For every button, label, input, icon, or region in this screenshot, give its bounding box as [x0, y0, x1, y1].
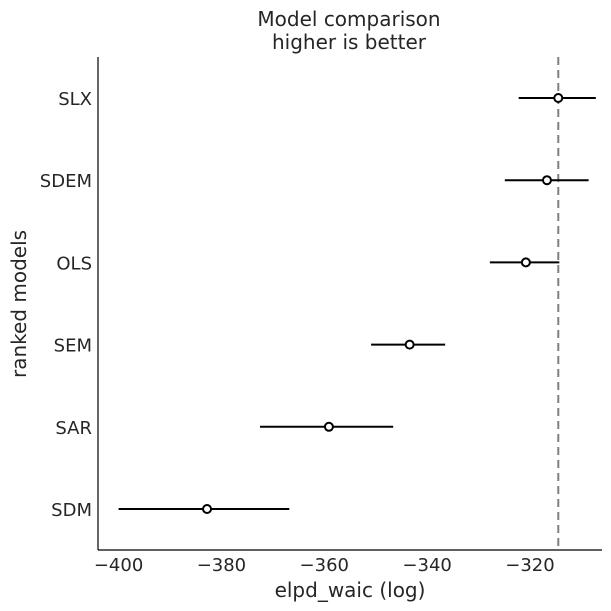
elpd-point — [202, 504, 213, 514]
model-label: SLX — [58, 89, 92, 110]
model-label: SDEM — [40, 171, 92, 192]
elpd-point — [541, 175, 552, 186]
chart-title-line-1: Model comparison — [257, 7, 440, 31]
x-tick-label: −400 — [94, 555, 143, 576]
model-label: SEM — [54, 336, 92, 357]
chart-title-line-2: higher is better — [272, 30, 427, 54]
plot-area: −400 −380 −360 −340 −320 SLX SDEM OLS SEM SAR SDM — [40, 57, 602, 576]
x-tick-label: −340 — [402, 555, 451, 576]
y-axis-label: ranked models — [7, 230, 31, 378]
x-axis-label: elpd_waic (log) — [275, 578, 426, 602]
x-tick-label: −360 — [300, 555, 349, 576]
x-tick-label: −380 — [197, 555, 246, 576]
x-tick-label: −320 — [505, 555, 554, 576]
model-label: OLS — [56, 253, 92, 274]
elpd-point — [323, 421, 334, 432]
elpd-point — [553, 93, 564, 103]
elpd-point — [520, 257, 531, 268]
elpd-point — [404, 339, 415, 350]
model-label: SAR — [55, 418, 92, 439]
model-label: SDM — [51, 500, 92, 521]
